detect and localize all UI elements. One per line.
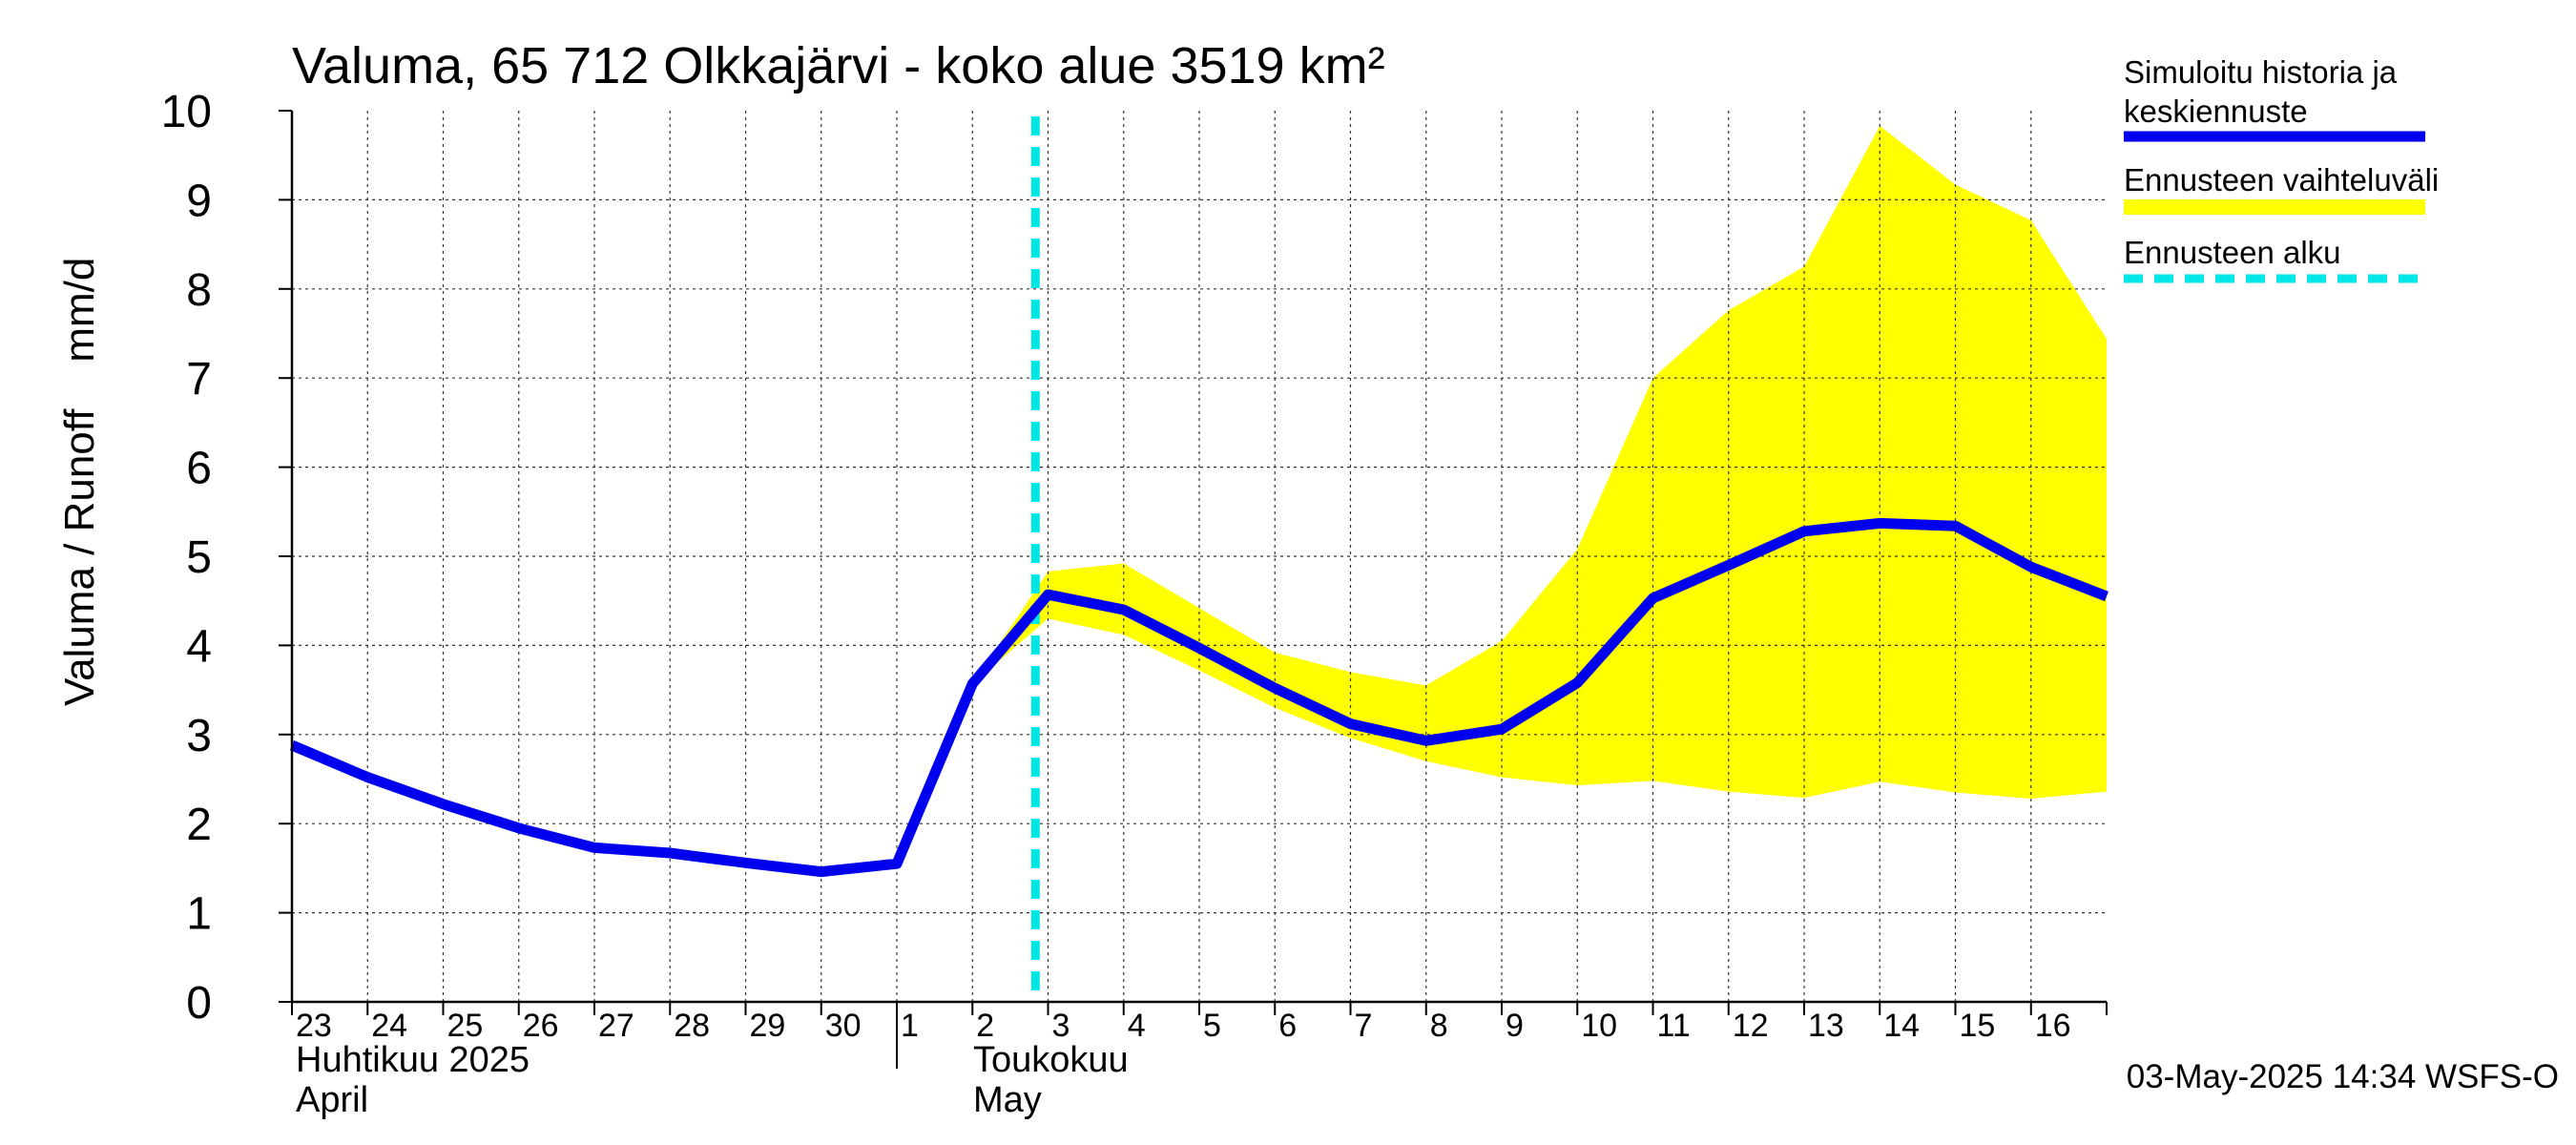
x-tick-label: 10 (1581, 1008, 1617, 1044)
timestamp: 03-May-2025 14:34 WSFS-O (2127, 1058, 2559, 1095)
month-label-en: May (973, 1080, 1042, 1120)
forecast-range-band (972, 125, 2107, 799)
month-label-en: April (296, 1080, 368, 1120)
x-tick-label: 13 (1808, 1008, 1844, 1044)
x-tick-label: 9 (1506, 1008, 1524, 1044)
median-line (289, 517, 2109, 878)
x-tick-label: 27 (598, 1008, 634, 1044)
y-tick-label: 3 (186, 711, 212, 761)
grid-layer (292, 111, 2107, 1002)
x-tick-label: 2 (976, 1008, 994, 1044)
y-tick-label: 6 (186, 444, 212, 494)
legend-median-label-2: keskiennuste (2124, 94, 2308, 129)
y-tick-label: 0 (186, 978, 212, 1029)
y-tick-label: 7 (186, 354, 212, 405)
month-label-fi: Huhtikuu 2025 (296, 1040, 530, 1080)
legend-range-label: Ennusteen vaihteluväli (2124, 162, 2439, 198)
y-tick-label: 1 (186, 889, 212, 940)
x-tick-label: 16 (2035, 1008, 2071, 1044)
legend: Simuloitu historia ja keskiennuste Ennus… (2124, 54, 2439, 283)
y-tick-label: 10 (161, 87, 212, 137)
x-tick-label: 28 (674, 1008, 710, 1044)
x-tick-label: 23 (296, 1008, 332, 1044)
x-tick-label: 8 (1430, 1008, 1448, 1044)
x-tick-label: 7 (1355, 1008, 1373, 1044)
x-tick-label: 26 (523, 1008, 559, 1044)
y-tick-label: 2 (186, 800, 212, 850)
x-tick-label: 4 (1128, 1008, 1146, 1044)
x-tick-label: 25 (447, 1008, 484, 1044)
x-tick-label: 11 (1657, 1008, 1691, 1044)
y-axis-label: Valuma / Runoff mm/d (56, 258, 103, 706)
x-tick-label: 24 (371, 1008, 407, 1044)
chart-title: Valuma, 65 712 Olkkajärvi - koko alue 35… (292, 37, 1385, 94)
x-tick-label: 15 (1960, 1008, 1996, 1044)
y-tick-label: 4 (186, 621, 212, 672)
x-tick-label: 6 (1278, 1008, 1297, 1044)
x-tick-label: 1 (901, 1008, 919, 1044)
y-tick-label: 8 (186, 265, 212, 316)
median-line-layer (289, 517, 2109, 878)
legend-forecast-start-label: Ennusteen alku (2124, 235, 2341, 270)
x-tick-label: 30 (825, 1008, 862, 1044)
x-tick-label: 3 (1052, 1008, 1070, 1044)
x-tick-label: 29 (750, 1008, 786, 1044)
month-label-fi: Toukokuu (973, 1040, 1129, 1080)
y-tick-label: 5 (186, 532, 212, 583)
legend-median-label-1: Simuloitu historia ja (2124, 54, 2398, 90)
forecast-range-layer (972, 125, 2107, 799)
x-tick-label: 12 (1733, 1008, 1769, 1044)
y-tick-label: 9 (186, 176, 212, 226)
x-tick-label: 14 (1883, 1008, 1920, 1044)
axes-layer (279, 110, 2108, 1069)
x-tick-label: 5 (1203, 1008, 1221, 1044)
